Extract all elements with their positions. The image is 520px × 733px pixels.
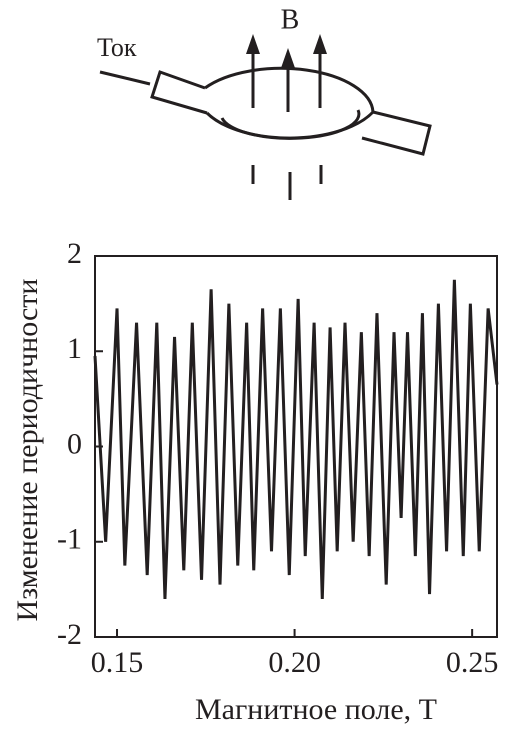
arrow-head [313,34,327,54]
y-tick-label: 1 [67,332,82,365]
current-label: Ток [97,33,137,62]
y-tick-label: -1 [57,523,82,556]
ring-top [204,66,375,113]
x-tick-label: 0.15 [91,646,144,679]
ring-bottom [205,110,375,140]
x-tick-label: 0.25 [446,646,499,679]
lead-line [99,70,151,86]
data-line [93,279,499,599]
y-axis-label: Изменение периодичности [11,279,44,622]
y-tick-label: 0 [67,427,82,460]
x-tick-label: 0.20 [268,646,321,679]
left-tab [150,70,208,115]
arrow-heads [246,34,327,68]
arrow-head [246,34,260,54]
ring-inner [220,109,361,140]
x-axis-label: Магнитное поле, T [195,693,437,726]
y-tick-label: 2 [67,237,82,270]
y-tick-label: -2 [57,618,82,651]
diagram [99,48,432,200]
right-tab [361,110,432,156]
field-label: B [281,4,300,35]
arrow-head [281,48,295,68]
